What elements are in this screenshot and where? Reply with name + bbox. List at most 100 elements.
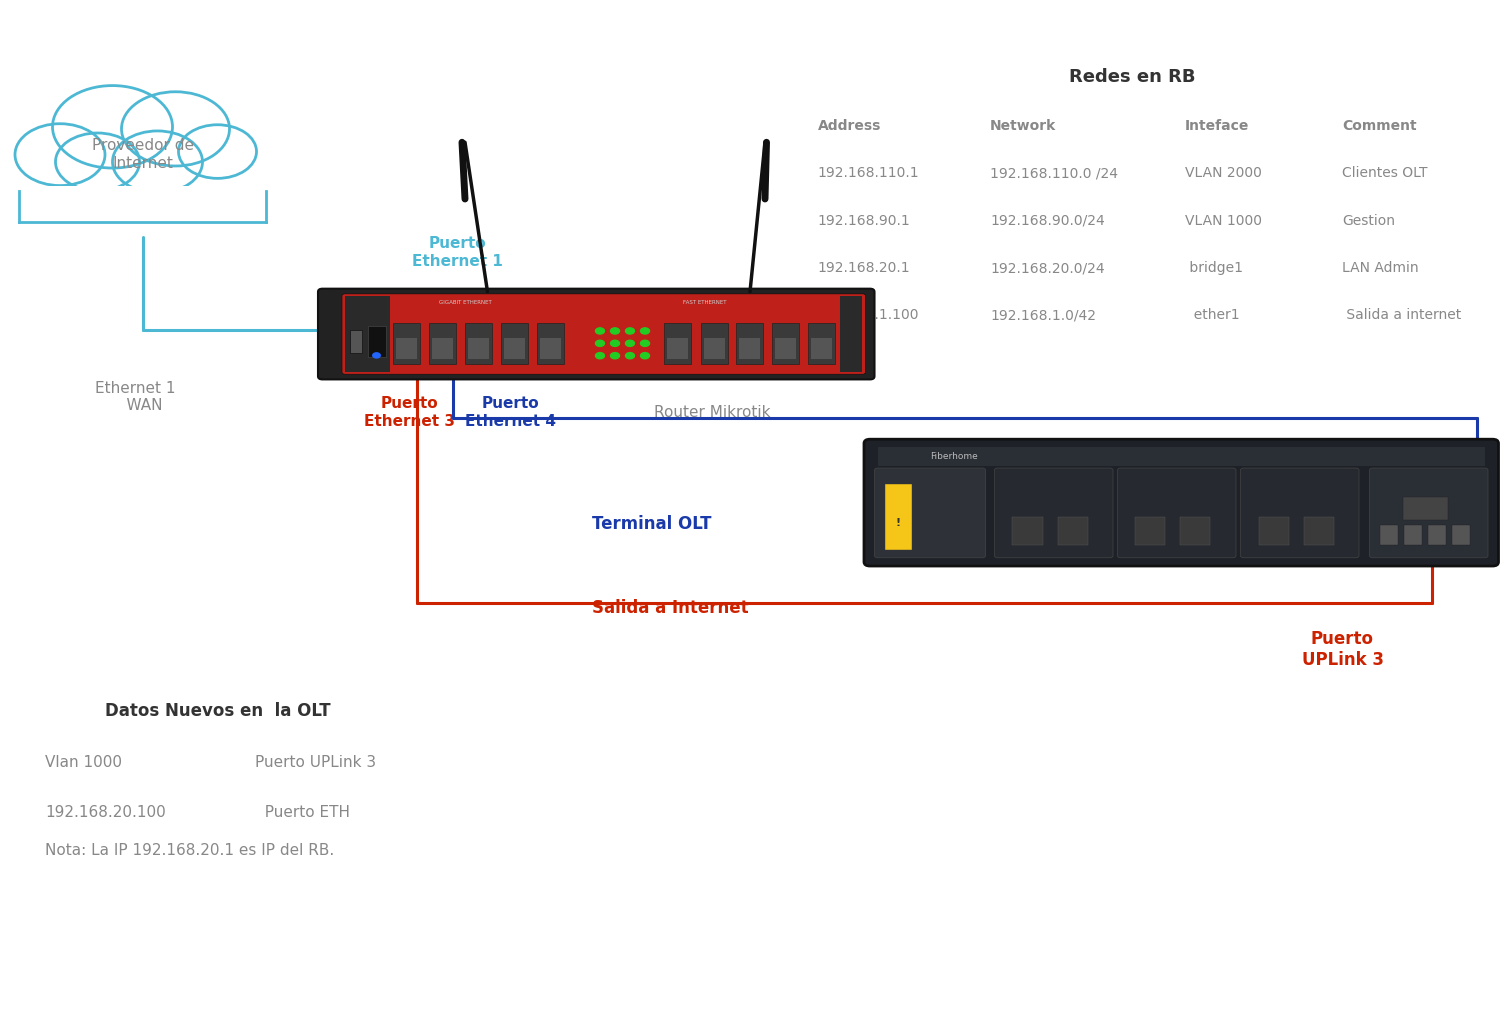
FancyBboxPatch shape	[318, 289, 874, 379]
Bar	[468, 338, 489, 359]
Circle shape	[56, 133, 140, 191]
Text: Terminal OLT: Terminal OLT	[592, 514, 712, 533]
Text: FAST ETHERNET: FAST ETHERNET	[682, 300, 726, 304]
Text: Salida a internet: Salida a internet	[1342, 308, 1461, 323]
Circle shape	[610, 340, 620, 346]
Bar	[840, 296, 862, 372]
Circle shape	[596, 353, 604, 359]
Bar	[776, 338, 796, 359]
Circle shape	[626, 340, 634, 346]
Circle shape	[53, 86, 172, 168]
Bar	[432, 338, 453, 359]
Bar	[808, 323, 836, 364]
Bar	[1136, 517, 1166, 545]
FancyBboxPatch shape	[1118, 468, 1236, 558]
Circle shape	[112, 131, 202, 193]
Circle shape	[372, 353, 381, 358]
Text: ether1: ether1	[1185, 308, 1239, 323]
Bar	[1258, 517, 1288, 545]
FancyBboxPatch shape	[874, 468, 986, 558]
Text: Inteface: Inteface	[1185, 119, 1250, 133]
Text: Gestion: Gestion	[1342, 213, 1395, 228]
Circle shape	[122, 92, 230, 166]
Circle shape	[640, 328, 650, 334]
Circle shape	[610, 328, 620, 334]
Text: 192.168.20.1: 192.168.20.1	[818, 261, 910, 275]
Bar	[429, 323, 456, 364]
Bar	[20, 186, 266, 222]
Text: 192.168.20.100: 192.168.20.100	[45, 805, 165, 820]
Text: 192.168.110.1: 192.168.110.1	[818, 166, 920, 180]
Bar	[504, 338, 525, 359]
Text: Router Mikrotik: Router Mikrotik	[654, 405, 771, 420]
Bar	[878, 447, 1485, 466]
Text: Redes en RB: Redes en RB	[1070, 68, 1196, 87]
Bar	[537, 323, 564, 364]
Text: LAN Admin: LAN Admin	[1342, 261, 1419, 275]
Bar	[885, 485, 912, 550]
Bar	[1180, 517, 1210, 545]
Text: Datos Nuevos en  la OLT: Datos Nuevos en la OLT	[105, 702, 330, 721]
Text: 192.168.1.100: 192.168.1.100	[818, 308, 920, 323]
Text: Puerto
Ethernet 1: Puerto Ethernet 1	[413, 236, 503, 269]
Bar	[465, 323, 492, 364]
Bar	[1452, 525, 1470, 545]
Bar	[501, 323, 528, 364]
Circle shape	[15, 124, 105, 186]
Text: Fiberhome: Fiberhome	[930, 453, 978, 461]
Circle shape	[596, 340, 604, 346]
Text: GIGABIT ETHERNET: GIGABIT ETHERNET	[438, 300, 492, 304]
FancyBboxPatch shape	[994, 468, 1113, 558]
Bar	[1304, 517, 1334, 545]
Text: Puerto
ETH: Puerto ETH	[1378, 496, 1442, 535]
Text: Puerto
Ethernet 3: Puerto Ethernet 3	[364, 396, 454, 429]
FancyBboxPatch shape	[1240, 468, 1359, 558]
Text: Puerto ETH: Puerto ETH	[255, 805, 350, 820]
Bar	[736, 323, 764, 364]
Text: !: !	[896, 518, 902, 528]
Text: Ethernet 1
    WAN: Ethernet 1 WAN	[94, 380, 176, 413]
FancyBboxPatch shape	[1370, 468, 1488, 558]
Text: VLAN 1000: VLAN 1000	[1185, 213, 1262, 228]
Text: VLAN 2000: VLAN 2000	[1185, 166, 1262, 180]
Bar	[368, 326, 386, 357]
Circle shape	[626, 328, 634, 334]
Text: Comment: Comment	[1342, 119, 1418, 133]
Text: Network: Network	[990, 119, 1056, 133]
Circle shape	[610, 353, 620, 359]
Circle shape	[640, 353, 650, 359]
Bar	[1380, 525, 1398, 545]
Text: 192.168.90.0/24: 192.168.90.0/24	[990, 213, 1104, 228]
Bar	[1404, 525, 1422, 545]
Text: Puerto UPLink 3: Puerto UPLink 3	[255, 756, 376, 770]
Bar	[704, 338, 724, 359]
Text: Clientes OLT: Clientes OLT	[1342, 166, 1428, 180]
Bar	[345, 296, 390, 372]
Text: Address: Address	[818, 119, 880, 133]
Text: Puerto
UPLink 3: Puerto UPLink 3	[1302, 630, 1383, 669]
Text: Proveedor de
Internet: Proveedor de Internet	[92, 138, 194, 171]
Bar	[668, 338, 688, 359]
Bar	[1013, 517, 1042, 545]
Bar	[1058, 517, 1088, 545]
Circle shape	[596, 328, 604, 334]
Circle shape	[626, 353, 634, 359]
Text: Vlan 1000: Vlan 1000	[45, 756, 122, 770]
Text: 192.168.1.0/42: 192.168.1.0/42	[990, 308, 1096, 323]
Bar	[540, 338, 561, 359]
Bar	[1428, 525, 1446, 545]
Circle shape	[640, 340, 650, 346]
Text: 192.168.110.0 /24: 192.168.110.0 /24	[990, 166, 1118, 180]
Bar	[812, 338, 832, 359]
Bar	[350, 330, 361, 353]
Text: 192.168.90.1: 192.168.90.1	[818, 213, 910, 228]
Text: Puerto
Ethernet 4: Puerto Ethernet 4	[465, 396, 555, 429]
Bar	[396, 338, 417, 359]
Text: bridge1: bridge1	[1185, 261, 1244, 275]
Bar	[1402, 497, 1447, 520]
Text: 192.168.20.0/24: 192.168.20.0/24	[990, 261, 1104, 275]
FancyBboxPatch shape	[342, 294, 866, 374]
Bar	[700, 323, 727, 364]
Text: Nota: La IP 192.168.20.1 es IP del RB.: Nota: La IP 192.168.20.1 es IP del RB.	[45, 843, 334, 858]
Bar	[772, 323, 800, 364]
